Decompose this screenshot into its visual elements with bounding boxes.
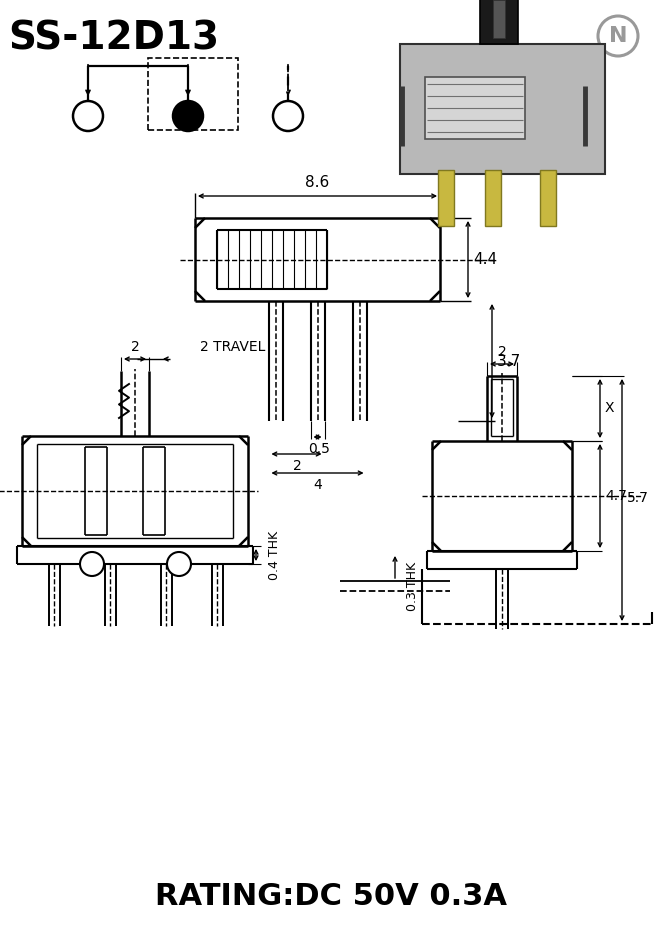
- Circle shape: [74, 102, 102, 130]
- Text: 8.6: 8.6: [305, 175, 330, 190]
- Circle shape: [173, 101, 203, 131]
- Text: RATING:DC 50V 0.3A: RATING:DC 50V 0.3A: [155, 882, 507, 911]
- Circle shape: [167, 552, 191, 576]
- Text: 2: 2: [293, 459, 302, 473]
- Text: 4.4: 4.4: [473, 252, 497, 267]
- Circle shape: [80, 552, 104, 576]
- Bar: [540, 170, 556, 226]
- Text: 2: 2: [498, 345, 506, 359]
- Bar: [425, 77, 525, 139]
- Text: 5.7: 5.7: [627, 490, 649, 505]
- Bar: [438, 170, 454, 226]
- Text: N: N: [609, 26, 628, 46]
- Text: 3.7: 3.7: [497, 354, 521, 369]
- Text: SS-12D13: SS-12D13: [8, 20, 219, 58]
- Text: 4: 4: [313, 478, 322, 492]
- Bar: [400, 44, 605, 174]
- Text: 4.7: 4.7: [605, 489, 627, 503]
- Bar: [485, 170, 501, 226]
- Text: 0.5: 0.5: [308, 442, 330, 456]
- Bar: [480, 0, 518, 44]
- Text: 2 TRAVEL: 2 TRAVEL: [200, 340, 265, 354]
- Text: X: X: [605, 402, 614, 416]
- Bar: [148, 58, 238, 130]
- Text: 0.4 THK: 0.4 THK: [267, 531, 281, 579]
- Text: 2: 2: [130, 340, 140, 354]
- Circle shape: [274, 102, 302, 130]
- Text: 0.3 THK: 0.3 THK: [406, 562, 420, 610]
- Bar: [493, 0, 505, 38]
